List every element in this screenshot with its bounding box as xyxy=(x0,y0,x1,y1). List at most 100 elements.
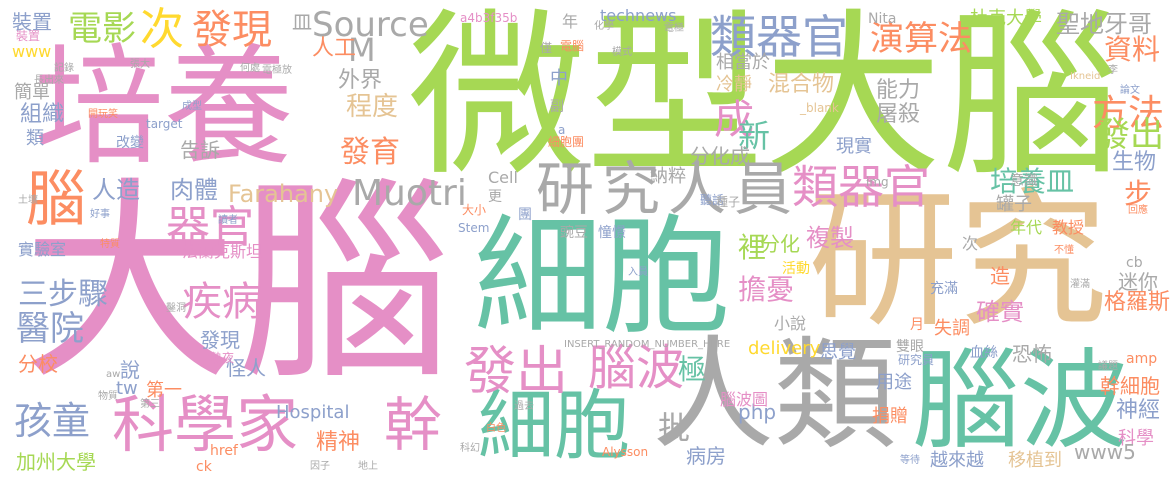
word-item: 充滿 xyxy=(930,281,958,297)
word-item: 迷你 xyxy=(1118,270,1158,294)
word-item: 確實 xyxy=(976,298,1024,326)
word-item: cb xyxy=(1126,255,1143,271)
word-item: 越來越 xyxy=(930,450,984,471)
word-item: 幹 xyxy=(384,391,443,459)
word-item: 細胞團 xyxy=(548,135,585,149)
word-item: 格羅斯 xyxy=(1104,290,1171,315)
word-item: 第一 xyxy=(146,380,182,401)
word-item: 資料 xyxy=(1104,33,1161,66)
word-item: 類器官 xyxy=(792,160,930,214)
word-item: 成 xyxy=(714,97,754,143)
word-item: 年 xyxy=(562,12,579,31)
word-item: 開玩笑 xyxy=(88,109,118,120)
word-item: 幹細胞 xyxy=(1100,374,1160,398)
word-item: 思覺 xyxy=(820,342,856,363)
word-item: 研究員 xyxy=(898,353,935,367)
word-item: www xyxy=(12,42,52,61)
word-item: 醫院 xyxy=(16,309,84,349)
word-item: 活動 xyxy=(782,261,810,277)
word-item: 器官 xyxy=(166,202,254,253)
word-item: 說 xyxy=(120,358,140,382)
word-item: 精神 xyxy=(316,430,361,455)
word-item: _blank xyxy=(800,101,839,115)
word-item: 次 xyxy=(140,4,184,55)
word-item: aw xyxy=(106,369,121,380)
word-item: 教授 xyxy=(1052,218,1085,237)
word-item: 擔憂 xyxy=(738,273,795,306)
word-item: 李 xyxy=(1108,65,1118,76)
word-item: 電腦 xyxy=(560,39,585,53)
word-item: 類 xyxy=(26,128,44,149)
word-item: amp xyxy=(1126,351,1158,367)
word-item: 張大 xyxy=(130,59,150,70)
word-item: 因子 xyxy=(310,461,330,472)
word-item: 白色 xyxy=(486,423,506,434)
word-item: 科幻 xyxy=(460,443,480,454)
word-item: 研究 xyxy=(808,174,1109,348)
word-item: 年代 xyxy=(1010,218,1043,237)
word-item: 發現 xyxy=(200,328,240,352)
word-item: 三步驟 xyxy=(18,277,108,312)
word-item: 複製 xyxy=(806,224,854,252)
word-item: 鑿洞 xyxy=(166,303,186,314)
word-item: 研究人員 xyxy=(536,155,801,223)
word-item: 罐子 xyxy=(996,194,1032,215)
word-item: 疾病 xyxy=(182,279,262,325)
word-item: 外界 xyxy=(338,68,383,93)
word-item: 演算法 xyxy=(870,19,972,59)
word-item: 模式 xyxy=(612,47,632,58)
word-item: 成型 xyxy=(182,101,202,112)
word-item: 用途 xyxy=(876,372,912,393)
word-item: 相當於 xyxy=(716,52,770,73)
word-item: target xyxy=(146,117,183,131)
word-item: 批 xyxy=(658,409,691,447)
word-item: 培養 xyxy=(34,31,295,183)
word-item: 怪人 xyxy=(226,356,266,380)
word-item: 現實 xyxy=(836,136,872,157)
word-item: 次 xyxy=(962,234,979,253)
word-item: 特質 xyxy=(100,239,120,250)
word-item: 新 xyxy=(738,117,771,155)
word-item: 分校 xyxy=(18,352,58,376)
word-item: 憧憬 xyxy=(598,225,626,241)
word-item: Alysson xyxy=(602,445,649,459)
word-item: technews xyxy=(600,6,677,25)
word-item: 大腦 xyxy=(22,158,452,409)
word-item: 實驗室 xyxy=(18,240,67,259)
word-item: 微型大腦 xyxy=(408,0,1120,200)
word-item: 電極 xyxy=(664,23,684,34)
word-item: 更 xyxy=(488,189,502,205)
word-item: 裝置 xyxy=(12,10,52,34)
word-item: 納粹 xyxy=(650,166,686,187)
word-item: 分化成 xyxy=(690,144,750,168)
word-item: 捐贈 xyxy=(872,406,908,427)
word-item: 大小 xyxy=(462,203,487,217)
word-item: 病房 xyxy=(686,444,726,468)
word-item: 方法 xyxy=(1092,93,1165,134)
word-item: Muotri xyxy=(352,173,467,214)
word-item: 過去 xyxy=(514,401,534,412)
word-item: 物質 xyxy=(98,391,118,402)
word-item: 肉體 xyxy=(170,176,218,204)
word-item: php xyxy=(738,400,777,424)
word-item: 議題 xyxy=(1098,361,1118,372)
word-item: Farahany xyxy=(228,180,339,208)
word-item: 長出來 xyxy=(34,75,64,86)
word-item: 地上 xyxy=(358,461,378,472)
word-item: 記錄 xyxy=(54,63,74,74)
word-item: 灌滿 xyxy=(1070,279,1090,290)
word-item: 雙眼 xyxy=(896,339,924,355)
word-item: 團 xyxy=(518,207,532,223)
word-item: 類器官 xyxy=(710,10,848,64)
word-item: 混合物 xyxy=(768,72,835,97)
word-item: 科學 xyxy=(1118,428,1154,449)
word-item: 科學家 xyxy=(112,388,299,461)
word-item: 副 xyxy=(550,99,564,115)
word-item: 生物 xyxy=(1112,150,1157,175)
word-item: 發出 xyxy=(464,342,569,402)
word-item: tw xyxy=(116,378,138,399)
word-item: 告訴 xyxy=(180,138,220,162)
word-item: 移植到 xyxy=(1008,450,1062,471)
word-item: 發出 xyxy=(1096,115,1164,155)
